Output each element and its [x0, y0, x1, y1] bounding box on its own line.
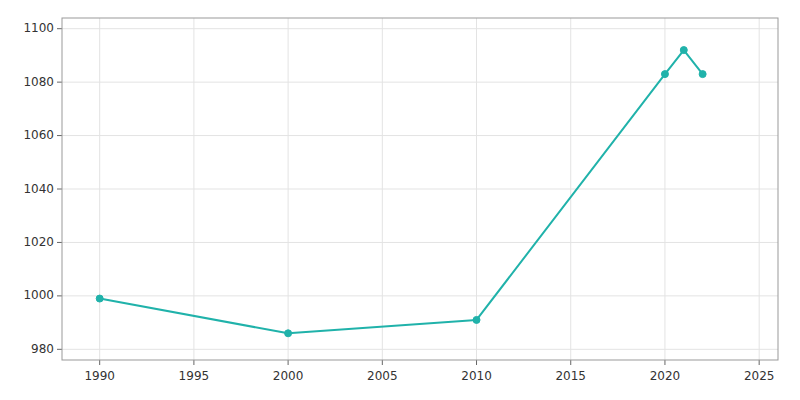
x-tick [570, 360, 571, 365]
x-tick-label: 2025 [744, 369, 775, 383]
y-tick-label: 1040 [23, 182, 54, 196]
x-tick [664, 360, 665, 365]
x-grid-line [570, 18, 571, 360]
y-tick-label: 1080 [23, 75, 54, 89]
x-grid-line [476, 18, 477, 360]
x-tick-label: 1990 [84, 369, 115, 383]
y-tick [57, 28, 62, 29]
x-tick [382, 360, 383, 365]
y-grid-line [62, 349, 778, 350]
point [473, 316, 480, 323]
x-grid-line [288, 18, 289, 360]
y-grid-line [62, 82, 778, 83]
x-tick-label: 1995 [179, 369, 210, 383]
y-grid-line [62, 242, 778, 243]
line [100, 50, 703, 333]
point [285, 330, 292, 337]
y-tick-label: 1020 [23, 235, 54, 249]
point [699, 71, 706, 78]
y-grid-line [62, 28, 778, 29]
plot-frame [62, 18, 778, 360]
y-grid-line [62, 295, 778, 296]
x-grid-line [759, 18, 760, 360]
y-grid-line [62, 135, 778, 136]
point [661, 71, 668, 78]
x-tick-label: 2000 [273, 369, 304, 383]
axes: 980 1000 1020 1040 1060 1080 1100 1990 1995 2000 2… [23, 18, 778, 383]
point [680, 47, 687, 54]
x-tick [99, 360, 100, 365]
x-tick [193, 360, 194, 365]
x-tick [476, 360, 477, 365]
x-grid-line [664, 18, 665, 360]
y-tick-label: 1060 [23, 128, 54, 142]
x-tick [759, 360, 760, 365]
x-grid-line [382, 18, 383, 360]
chart: 980 1000 1020 1040 1060 1080 1100 1990 1995 2000 2… [0, 0, 800, 400]
x-grid-line [99, 18, 100, 360]
x-tick-label: 2020 [650, 369, 681, 383]
y-tick [57, 189, 62, 190]
y-tick [57, 135, 62, 136]
y-tick-label: 1000 [23, 288, 54, 302]
x-tick-label: 2010 [461, 369, 492, 383]
series [96, 47, 706, 337]
page: {"chart_data": {"type": "line", "x": [19… [0, 0, 800, 400]
x-tick [288, 360, 289, 365]
y-grid-line [62, 189, 778, 190]
y-tick-label: 980 [31, 342, 54, 356]
y-tick [57, 242, 62, 243]
point [96, 295, 103, 302]
grid [62, 18, 778, 360]
y-tick [57, 349, 62, 350]
y-tick-label: 1100 [23, 21, 54, 35]
y-tick [57, 82, 62, 83]
y-tick [57, 295, 62, 296]
x-tick-label: 2005 [367, 369, 398, 383]
x-tick-label: 2015 [555, 369, 586, 383]
x-grid-line [193, 18, 194, 360]
